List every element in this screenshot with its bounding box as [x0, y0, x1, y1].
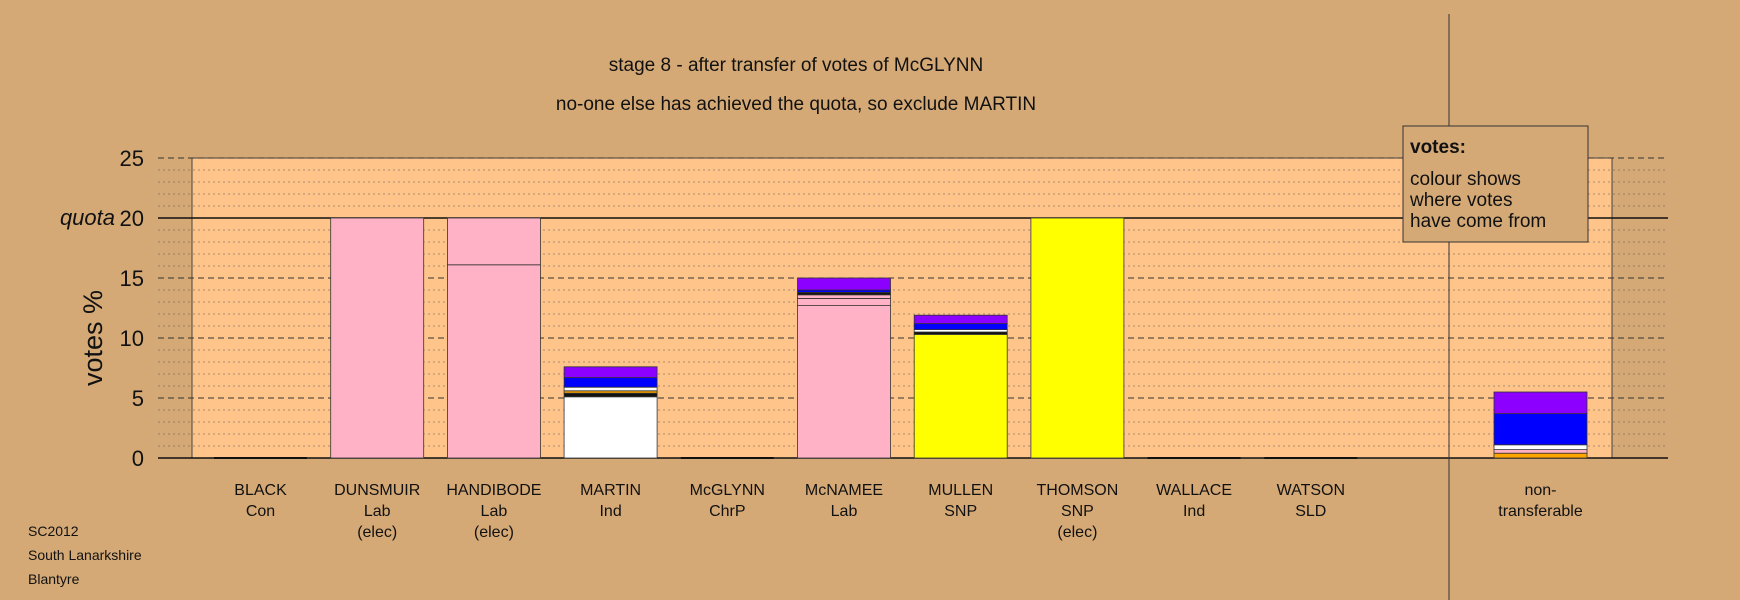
candidate-bar [330, 217, 425, 459]
x-tick-label: (elec) [357, 524, 397, 541]
bar-segment [797, 294, 891, 299]
nontransferable-bar [1493, 391, 1588, 459]
y-tick-label: 0 [132, 446, 144, 471]
candidate-bar [446, 217, 541, 459]
bar-segment [563, 386, 658, 392]
x-tick-label: transferable [1498, 503, 1583, 520]
x-tick-label: THOMSON [1037, 482, 1119, 499]
x-tick-label: Lab [364, 503, 391, 520]
legend-line: colour shows [1410, 169, 1521, 190]
y-tick-label: 15 [120, 266, 144, 291]
x-tick-label: Lab [831, 503, 858, 520]
x-tick-label: BLACK [234, 482, 287, 499]
x-tick-label: ChrP [709, 503, 745, 520]
bar-segment [913, 333, 1008, 459]
x-tick-label: SNP [944, 503, 977, 520]
x-tick-label: McGLYNN [690, 482, 765, 499]
x-tick-label: WALLACE [1156, 482, 1232, 499]
bar-segment [563, 377, 658, 388]
candidate-bar [563, 366, 658, 459]
x-tick-label: non- [1524, 482, 1556, 499]
bar-segment [913, 314, 1008, 325]
bar-segment [330, 217, 425, 459]
plot-background [191, 157, 1613, 459]
bar-segment [446, 217, 541, 266]
x-tick-label: HANDIBODE [446, 482, 541, 499]
bars [214, 217, 1588, 459]
y-tick-label: 10 [120, 326, 144, 351]
legend-line: have come from [1410, 211, 1546, 232]
footer-line: South Lanarkshire [28, 547, 142, 563]
candidate-bar [1030, 217, 1125, 459]
bar-segment [1493, 449, 1588, 454]
bar-segment [446, 264, 541, 459]
y-tick-label: 20 [120, 206, 144, 231]
x-tick-label: MARTIN [580, 482, 641, 499]
x-tick-label: Ind [1183, 503, 1205, 520]
bar-segment [563, 366, 658, 378]
footer-line: SC2012 [28, 523, 79, 539]
bar-segment [797, 277, 891, 291]
x-tick-label: (elec) [474, 524, 514, 541]
bar-segment [1493, 413, 1588, 446]
chart-subtitle: no-one else has achieved the quota, so e… [556, 94, 1036, 115]
x-tick-label: Ind [599, 503, 621, 520]
bar-segment [797, 305, 891, 459]
legend-line: where votes [1409, 190, 1512, 211]
quota-label: quota [60, 205, 115, 230]
candidate-labels: BLACK Con DUNSMUIR Lab (elec) HANDIBODE Lab (el… [234, 482, 1583, 541]
x-tick-label: Con [246, 503, 275, 520]
legend-box: votes: colour shows where votes have com… [1402, 125, 1589, 243]
y-tick-label: 5 [132, 386, 144, 411]
bar-segment [797, 297, 891, 306]
x-tick-label: (elec) [1057, 524, 1097, 541]
bar-segment [1493, 452, 1588, 459]
bar-segment [913, 323, 1008, 331]
legend-title: votes: [1410, 137, 1466, 158]
bar-segment [563, 396, 658, 459]
plot-area: 0 5 10 15 20 25 [120, 14, 1668, 600]
x-tick-label: McNAMEE [805, 482, 883, 499]
x-tick-label: Lab [481, 503, 508, 520]
candidate-bar [797, 277, 891, 459]
footer-line: Blantyre [28, 571, 80, 587]
bar-segment [1493, 391, 1588, 415]
bar-segment [1030, 217, 1125, 459]
legend-frame [1402, 125, 1589, 243]
chart-title: stage 8 - after transfer of votes of McG… [609, 55, 984, 76]
candidate-bar [913, 314, 1008, 459]
x-tick-label: SNP [1061, 503, 1094, 520]
x-tick-label: WATSON [1277, 482, 1345, 499]
y-axis-label: votes % [78, 290, 108, 386]
x-tick-label: DUNSMUIR [334, 482, 420, 499]
bar-segment [1493, 444, 1588, 450]
y-tick-label: 25 [120, 146, 144, 171]
bar-segment [563, 392, 658, 398]
x-tick-label: SLD [1295, 503, 1326, 520]
x-tick-label: MULLEN [928, 482, 993, 499]
